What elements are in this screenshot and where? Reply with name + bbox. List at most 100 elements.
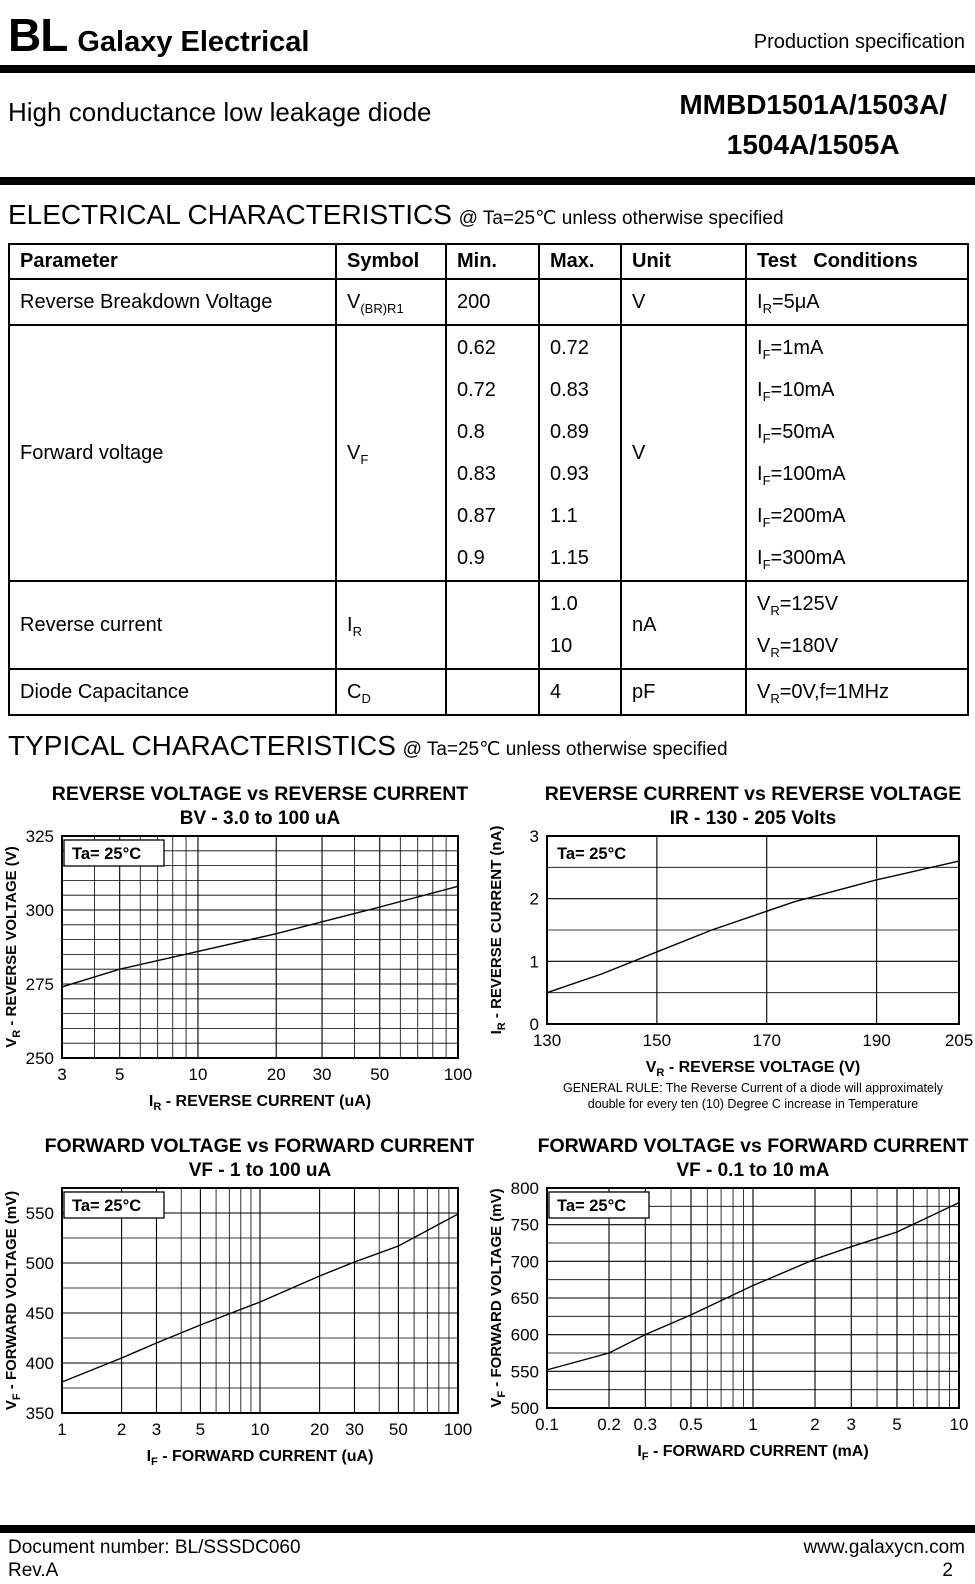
svg-text:300: 300 (26, 901, 54, 920)
section-conditions: @ Ta=25℃ unless otherwise specified (402, 739, 728, 760)
cell-unit: nA (620, 580, 747, 670)
svg-text:VF - 1 to 100 uA: VF - 1 to 100 uA (189, 1160, 332, 1181)
svg-text:1: 1 (57, 1420, 66, 1439)
table-row-reverse-breakdown-voltage: Reverse Breakdown Voltage V(BR)R1 200 V … (8, 278, 969, 326)
svg-text:3: 3 (847, 1415, 856, 1434)
svg-text:50: 50 (370, 1065, 389, 1084)
svg-text:3: 3 (57, 1065, 66, 1084)
svg-text:750: 750 (511, 1216, 539, 1235)
logo-company-name: Galaxy Electrical (77, 26, 310, 58)
svg-text:0.1: 0.1 (535, 1415, 559, 1434)
svg-text:REVERSE CURRENT vs REVERSE VOL: REVERSE CURRENT vs REVERSE VOLTAGE (545, 783, 961, 805)
svg-text:0: 0 (530, 1015, 539, 1034)
svg-text:20: 20 (310, 1420, 329, 1439)
svg-text:10: 10 (189, 1065, 208, 1084)
cell-parameter: Diode Capacitance (8, 668, 337, 716)
svg-text:170: 170 (753, 1031, 781, 1050)
cell-test-conditions: IF=1mA IF=10mA IF=50mA IF=100mA IF=200mA IF=3… (745, 324, 969, 582)
svg-text:IR - REVERSE CURRENT (nA): IR - REVERSE CURRENT (nA) (488, 826, 508, 1035)
title-row: High conductance low leakage diode MMBD1… (0, 73, 975, 177)
cell-parameter: Forward voltage (8, 324, 337, 582)
svg-text:10: 10 (950, 1415, 969, 1434)
cell-max: 4 (538, 668, 622, 716)
svg-text:IF - FORWARD CURRENT (uA): IF - FORWARD CURRENT (uA) (147, 1448, 374, 1468)
svg-text:5: 5 (115, 1065, 124, 1084)
cell-min (445, 580, 540, 670)
svg-text:2: 2 (117, 1420, 126, 1439)
production-specification-label: Production specification (753, 31, 965, 53)
svg-text:800: 800 (511, 1179, 539, 1198)
logo-bl-text: BL (8, 9, 68, 61)
svg-text:IR - REVERSE CURRENT (uA): IR - REVERSE CURRENT (uA) (149, 1093, 371, 1113)
document-number: Document number: BL/SSSDC060 (8, 1537, 301, 1558)
col-header-min: Min. (445, 243, 540, 280)
svg-text:150: 150 (643, 1031, 671, 1050)
cell-test-conditions: VR=125V VR=180V (745, 580, 969, 670)
part-numbers: MMBD1501A/1503A/ 1504A/1505A (679, 85, 947, 177)
table-header-row: Parameter Symbol Min. Max. Unit Test Con… (8, 243, 969, 280)
divider-bar-footer (0, 1525, 975, 1533)
part-numbers-line1: MMBD1501A/1503A/ (679, 89, 947, 120)
svg-text:0.5: 0.5 (679, 1415, 703, 1434)
svg-text:250: 250 (26, 1049, 54, 1068)
section-conditions: @ Ta=25℃ unless otherwise specified (458, 208, 784, 229)
svg-text:130: 130 (533, 1031, 561, 1050)
col-header-unit: Unit (620, 243, 747, 280)
svg-text:REVERSE VOLTAGE vs REVERSE CUR: REVERSE VOLTAGE vs REVERSE CURRENT (52, 783, 469, 805)
svg-text:VR - REVERSE VOLTAGE (V): VR - REVERSE VOLTAGE (V) (3, 846, 23, 1048)
svg-text:Ta= 25°C: Ta= 25°C (557, 1197, 626, 1215)
svg-text:450: 450 (26, 1304, 54, 1323)
page-number: 2 (942, 1560, 953, 1581)
company-logo: BL Galaxy Electrical (8, 12, 309, 59)
col-header-symbol: Symbol (335, 243, 447, 280)
cell-parameter: Reverse current (8, 580, 337, 670)
divider-bar-title (0, 177, 975, 185)
cell-test-conditions: VR=0V,f=1MHz (745, 668, 969, 716)
page-header: BL Galaxy Electrical Production specifica… (0, 0, 975, 65)
svg-text:10: 10 (251, 1420, 270, 1439)
cell-max (538, 278, 622, 326)
col-header-parameter: Parameter (8, 243, 337, 280)
table-row-forward-voltage: Forward voltage VF 0.62 0.72 0.8 0.83 0.87 0.… (8, 324, 969, 582)
svg-text:3: 3 (530, 827, 539, 846)
svg-text:5: 5 (196, 1420, 205, 1439)
svg-text:50: 50 (389, 1420, 408, 1439)
svg-text:20: 20 (267, 1065, 286, 1084)
cell-symbol: IR (335, 580, 447, 670)
chart-forward-voltage-vs-forward-current-ua: FORWARD VOLTAGE vs FORWARD CURRENT VF - 1… (3, 1135, 474, 1468)
cell-min: 0.62 0.72 0.8 0.83 0.87 0.9 (445, 324, 540, 582)
svg-text:100: 100 (444, 1065, 472, 1084)
svg-text:550: 550 (511, 1362, 539, 1381)
section-title: ELECTRICAL CHARACTERISTICS (8, 199, 452, 230)
cell-parameter: Reverse Breakdown Voltage (8, 278, 337, 326)
page-footer: Document number: BL/SSSDC060 www.galaxyc… (0, 1536, 975, 1582)
cell-symbol: CD (335, 668, 447, 716)
svg-text:0.3: 0.3 (633, 1415, 657, 1434)
svg-text:double for every ten (10) Degr: double for every ten (10) Degree C incre… (588, 1097, 919, 1111)
col-header-max: Max. (538, 243, 622, 280)
typical-characteristics-charts: REVERSE VOLTAGE vs REVERSE CURRENT BV - 3… (0, 778, 975, 1482)
svg-text:Ta= 25°C: Ta= 25°C (557, 845, 626, 863)
cell-test-conditions: IR=5μA (745, 278, 969, 326)
svg-text:FORWARD VOLTAGE vs FORWARD CUR: FORWARD VOLTAGE vs FORWARD CURRENT (45, 1135, 474, 1157)
svg-text:700: 700 (511, 1252, 539, 1271)
svg-text:100: 100 (444, 1420, 472, 1439)
chart-reverse-voltage-vs-reverse-current: REVERSE VOLTAGE vs REVERSE CURRENT BV - 3… (3, 783, 472, 1113)
chart-forward-voltage-vs-forward-current-ma: FORWARD VOLTAGE vs FORWARD CURRENT VF - 0… (488, 1135, 969, 1463)
svg-text:0.2: 0.2 (597, 1415, 621, 1434)
svg-text:3: 3 (152, 1420, 161, 1439)
typical-characteristics-heading: TYPICAL CHARACTERISTICS @ Ta=25℃ unless … (8, 730, 975, 762)
svg-text:500: 500 (511, 1399, 539, 1418)
svg-text:550: 550 (26, 1204, 54, 1223)
cell-unit: V (620, 324, 747, 582)
svg-text:30: 30 (345, 1420, 364, 1439)
svg-text:400: 400 (26, 1354, 54, 1373)
cell-symbol: VF (335, 324, 447, 582)
cell-min: 200 (445, 278, 540, 326)
svg-text:FORWARD VOLTAGE vs FORWARD CU: FORWARD VOLTAGE vs FORWARD CURRENT (538, 1135, 969, 1157)
svg-text:205: 205 (945, 1031, 973, 1050)
svg-text:VR - REVERSE VOLTAGE (V): VR - REVERSE VOLTAGE (V) (646, 1059, 861, 1079)
svg-text:600: 600 (511, 1326, 539, 1345)
svg-text:500: 500 (26, 1254, 54, 1273)
